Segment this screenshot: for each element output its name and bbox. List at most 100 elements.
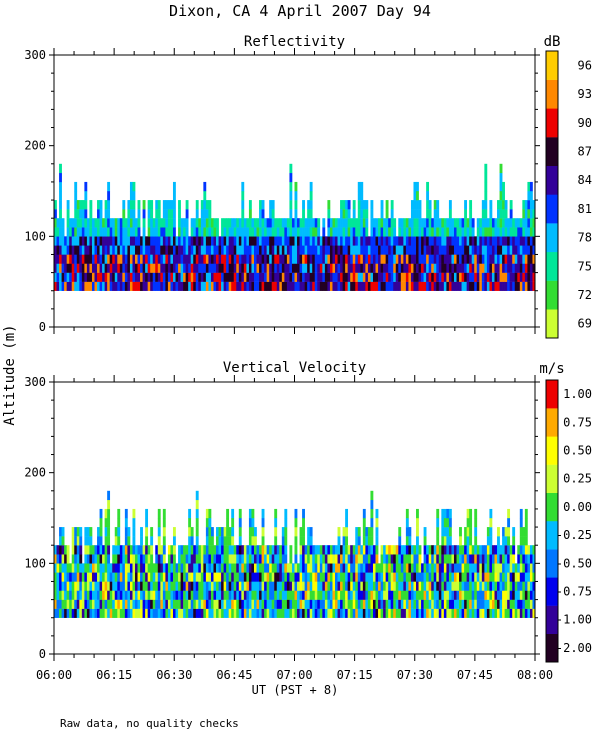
heatmap-cell [81,254,85,264]
heatmap-cell [502,572,505,582]
heatmap-cell [347,236,351,246]
heatmap-cell [233,236,237,246]
heatmap-cell [170,245,174,255]
heatmap-cell [327,209,331,219]
heatmap-cell [188,599,192,609]
heatmap-cell [185,554,189,564]
heatmap-cell [307,272,311,282]
heatmap-cell [491,218,495,228]
heatmap-cell [162,536,166,546]
heatmap-cell [299,281,303,291]
heatmap-cell [466,581,470,591]
heatmap-cell [208,254,212,264]
colorbar-swatch [546,165,558,195]
heatmap-cell [54,263,57,273]
heatmap-cell [514,572,518,582]
heatmap-cell [421,563,424,573]
heatmap-cell [378,272,381,282]
heatmap-cell [236,281,240,291]
heatmap-cell [509,236,513,246]
heatmap-cell [497,581,500,591]
heatmap-cell [502,581,505,591]
heatmap-cell [461,572,465,582]
heatmap-cell [438,563,442,573]
heatmap-cell [302,218,305,228]
heatmap-cell [385,272,389,282]
heatmap-cell [466,518,470,528]
heatmap-cell [271,263,275,273]
heatmap-cell [350,281,354,291]
heatmap-cell [140,590,143,600]
heatmap-cell [367,527,371,537]
heatmap-cell [117,254,121,264]
heatmap-cell [180,563,184,573]
heatmap-cell [388,545,392,555]
heatmap-cell [410,227,414,237]
heatmap-cell [481,590,485,600]
heatmap-cell [355,590,359,600]
heatmap-cell [408,263,412,273]
heatmap-cell [319,545,323,555]
heatmap-cell [484,218,488,228]
heatmap-cell [312,608,316,618]
heatmap-cell [400,608,404,618]
heatmap-cell [400,254,404,264]
heatmap-cell [94,545,98,555]
heatmap-cell [183,272,186,282]
heatmap-cell [327,554,331,564]
heatmap-cell [476,254,480,264]
heatmap-cell [484,545,488,555]
heatmap-cell [514,281,518,291]
heatmap-cell [248,281,252,291]
heatmap-cell [157,209,161,219]
heatmap-cell [509,608,513,618]
heatmap-cell [248,572,252,582]
heatmap-cell [410,590,414,600]
heatmap-cell [274,518,278,528]
heatmap-cell [79,599,83,609]
heatmap-cell [286,245,290,255]
heatmap-cell [76,590,80,600]
heatmap-cell [400,236,404,246]
heatmap-cell [122,272,126,282]
heatmap-cell [241,554,245,564]
heatmap-cell [302,581,305,591]
heatmap-cell [532,245,536,255]
heatmap-cell [200,200,204,210]
heatmap-cell [205,599,209,609]
heatmap-cell [289,563,293,573]
heatmap-cell [94,581,98,591]
heatmap-cell [413,563,417,573]
heatmap-cell [81,200,85,210]
heatmap-cell [345,599,349,609]
heatmap-cell [378,236,381,246]
heatmap-cell [175,572,179,582]
heatmap-cell [456,236,460,246]
heatmap-cell [183,581,186,591]
heatmap-cell [360,272,364,282]
heatmap-cell [99,572,103,582]
heatmap-cell [443,272,447,282]
heatmap-cell [84,200,88,210]
heatmap-cell [61,527,65,537]
heatmap-cell [97,581,100,591]
heatmap-cell [107,218,111,228]
heatmap-cell [340,245,343,255]
heatmap-cell [74,209,78,219]
heatmap-cell [469,508,473,519]
heatmap-cell [102,263,105,273]
heatmap-cell [276,563,280,573]
heatmap-cell [527,236,531,246]
heatmap-cell [512,554,516,564]
heatmap-cell [170,281,174,291]
heatmap-cell [365,563,369,573]
heatmap-cell [375,563,379,573]
heatmap-cell [178,254,181,264]
heatmap-cell [464,545,467,555]
heatmap-cell [54,200,57,210]
heatmap-cell [491,608,495,618]
heatmap-cell [200,281,204,291]
heatmap-cell [91,218,95,228]
heatmap-cell [443,536,447,546]
heatmap-cell [502,608,505,618]
